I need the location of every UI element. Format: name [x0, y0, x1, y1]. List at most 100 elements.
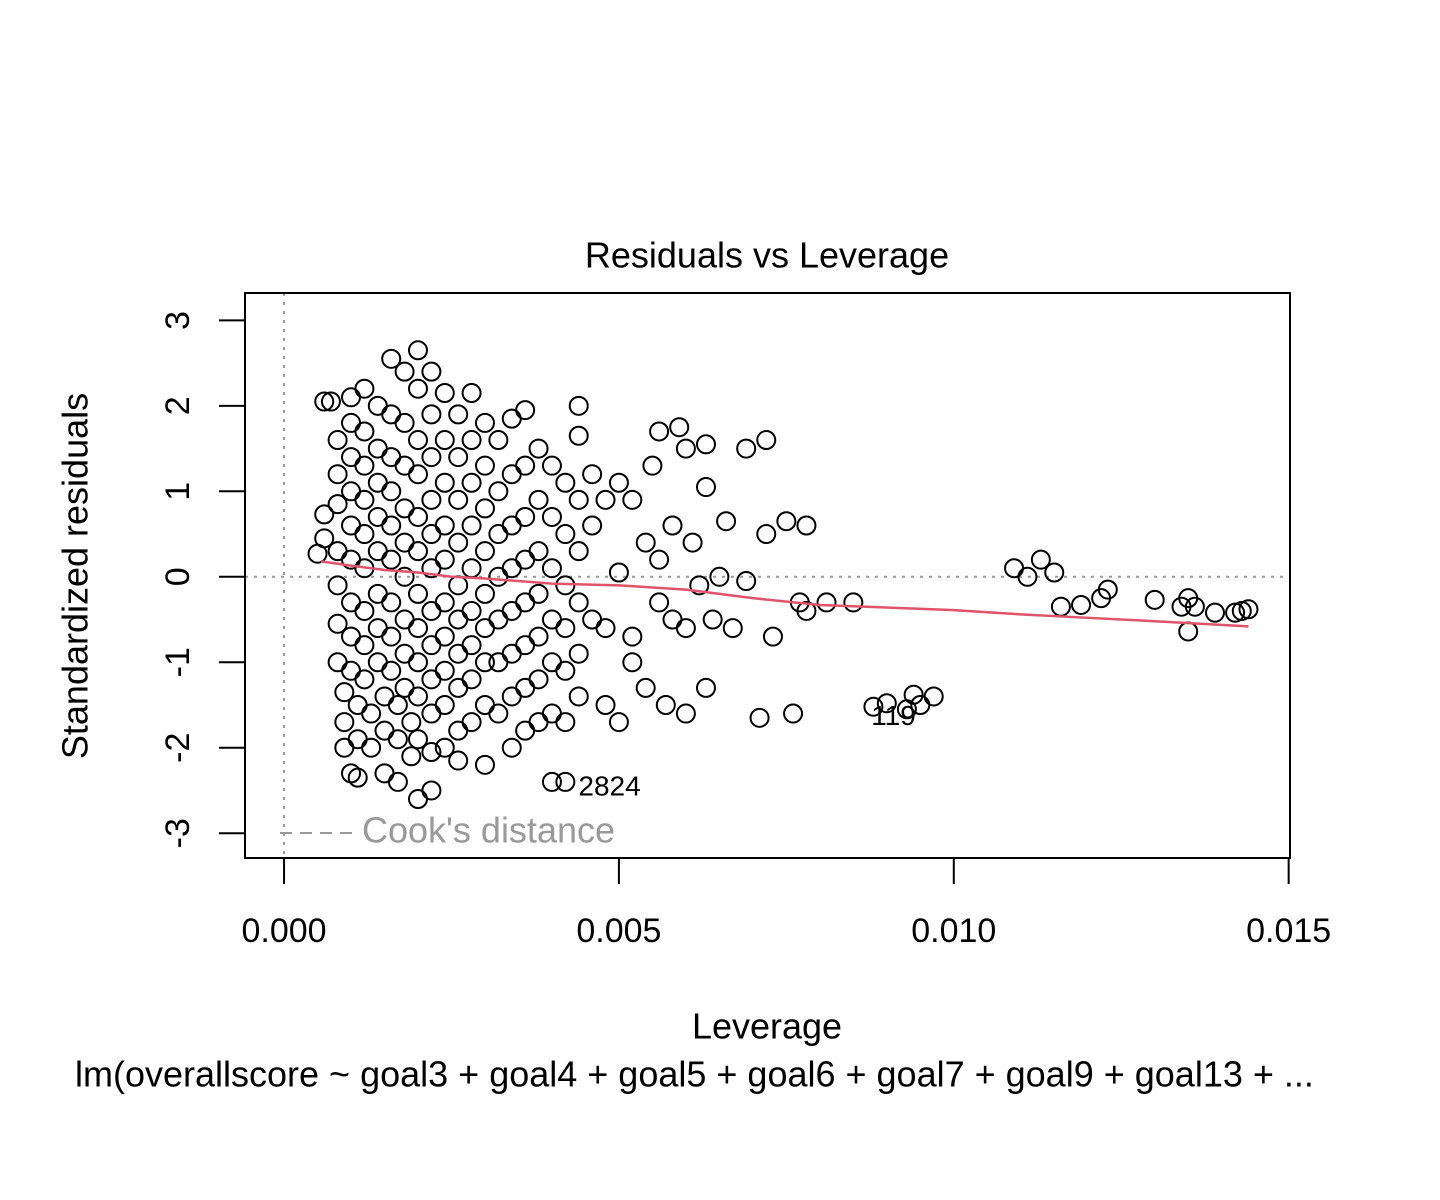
point	[354, 635, 375, 656]
point	[327, 430, 348, 451]
point	[381, 592, 402, 613]
point	[361, 703, 382, 724]
point	[1204, 602, 1225, 623]
point	[555, 618, 576, 639]
point	[327, 494, 348, 515]
point	[736, 438, 757, 459]
point	[354, 669, 375, 690]
point	[716, 511, 737, 532]
point	[381, 515, 402, 536]
point	[407, 430, 428, 451]
point	[675, 438, 696, 459]
point	[354, 455, 375, 476]
point	[736, 571, 757, 592]
point	[461, 383, 482, 404]
point	[387, 729, 408, 750]
point	[354, 600, 375, 621]
point	[474, 412, 495, 433]
point	[434, 626, 455, 647]
point	[863, 696, 884, 717]
point	[649, 592, 670, 613]
point	[709, 566, 730, 587]
y-tick-label: 1	[159, 482, 197, 501]
point	[434, 472, 455, 493]
point	[434, 515, 455, 536]
point	[434, 549, 455, 570]
x-tick-label: 0.000	[241, 912, 326, 950]
point	[421, 447, 442, 468]
point	[461, 635, 482, 656]
point	[401, 746, 422, 767]
x-tick-label: 0.005	[576, 912, 661, 950]
point	[541, 558, 562, 579]
point	[1044, 562, 1065, 583]
point	[876, 693, 897, 714]
y-tick-label: -2	[159, 733, 197, 763]
point	[381, 348, 402, 369]
legend-label: Cook's distance	[362, 810, 615, 851]
point	[796, 600, 817, 621]
point	[474, 583, 495, 604]
point	[689, 575, 710, 596]
point	[702, 609, 723, 630]
point	[421, 361, 442, 382]
point	[722, 618, 743, 639]
point	[407, 464, 428, 485]
point	[434, 694, 455, 715]
point	[354, 421, 375, 442]
point	[608, 712, 629, 733]
point	[635, 677, 656, 698]
point	[434, 383, 455, 404]
point	[394, 361, 415, 382]
point	[407, 583, 428, 604]
point	[347, 767, 368, 788]
point	[387, 694, 408, 715]
point	[320, 391, 341, 412]
point	[474, 541, 495, 562]
point	[555, 771, 576, 792]
point	[474, 652, 495, 673]
point	[756, 524, 777, 545]
point	[1184, 596, 1205, 617]
point-label: 119	[871, 700, 916, 731]
point	[334, 712, 355, 733]
y-tick-label: 0	[159, 567, 197, 586]
x-axis-label: Leverage	[692, 1006, 842, 1047]
point	[474, 455, 495, 476]
point	[568, 489, 589, 510]
point	[675, 618, 696, 639]
point	[421, 489, 442, 510]
point	[394, 412, 415, 433]
point	[608, 562, 629, 583]
point	[528, 626, 549, 647]
point	[541, 506, 562, 527]
point	[642, 455, 663, 476]
point	[434, 430, 455, 451]
point	[608, 472, 629, 493]
point	[622, 652, 643, 673]
point	[394, 566, 415, 587]
point	[528, 489, 549, 510]
point	[515, 506, 536, 527]
point	[695, 677, 716, 698]
point	[622, 489, 643, 510]
y-tick-label: 3	[159, 311, 197, 330]
x-tick-label: 0.010	[911, 912, 996, 950]
point	[528, 669, 549, 690]
point	[407, 340, 428, 361]
point	[421, 404, 442, 425]
point	[381, 481, 402, 502]
point	[421, 742, 442, 763]
point	[387, 771, 408, 792]
point	[381, 549, 402, 570]
point	[555, 660, 576, 681]
point	[582, 515, 603, 536]
point	[361, 737, 382, 758]
point	[448, 489, 469, 510]
point	[381, 660, 402, 681]
point	[568, 541, 589, 562]
point	[1030, 549, 1051, 570]
point	[1144, 589, 1165, 610]
